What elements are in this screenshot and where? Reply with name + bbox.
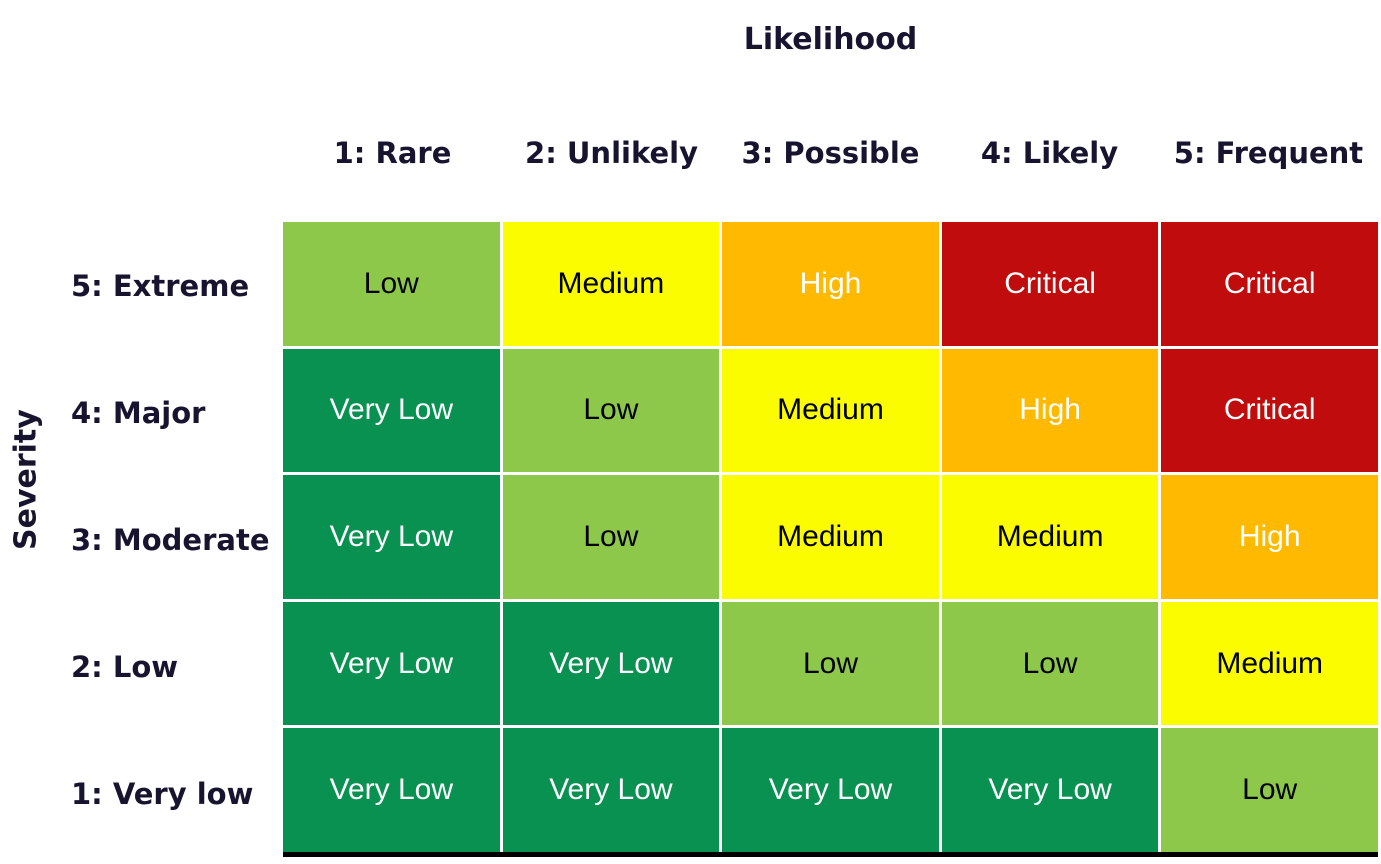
severity-axis-title: Severity [8,409,44,551]
risk-matrix-grid: Low Medium High Critical Critical Very Low Low… [283,222,1378,857]
matrix-cell-r4-c2: Very Low [502,601,720,726]
row-label-2: 4: Major [71,395,206,430]
matrix-cell-r3-c4: Medium [941,475,1159,599]
matrix-cell-r1-c5: Critical [1161,222,1378,346]
matrix-cell-r5-c1: Very Low [283,728,500,852]
row-label-5: 1: Very low [71,776,254,811]
row-label-4: 2: Low [71,649,179,684]
matrix-cell-r2-c1: Very Low [283,348,500,473]
matrix-cell-r5-c2: Very Low [502,728,720,852]
matrix-cell-r1-c1: Low [283,222,500,346]
row-label-3: 3: Moderate [71,522,270,557]
matrix-cell-r2-c2: Low [502,348,720,473]
column-header-2: 2: Unlikely [525,136,698,170]
likelihood-column-headers: 1: Rare 2: Unlikely 3: Possible 4: Likely 5:… [283,136,1378,170]
matrix-cell-r5-c5: Low [1161,728,1378,852]
matrix-cell-r4-c5: Medium [1161,601,1378,726]
matrix-cell-r3-c1: Very Low [283,475,500,599]
matrix-cell-r2-c3: Medium [722,348,939,473]
matrix-cell-r1-c3: High [722,222,939,346]
matrix-cell-r4-c3: Low [722,601,939,726]
matrix-cell-r1-c2: Medium [502,222,720,346]
matrix-cell-r3-c3: Medium [722,475,939,599]
matrix-cell-r3-c2: Low [502,475,720,599]
matrix-cell-r4-c1: Very Low [283,601,500,726]
matrix-cell-r1-c4: Critical [941,222,1159,346]
column-header-1: 1: Rare [333,136,452,170]
column-header-5: 5: Frequent [1173,136,1364,170]
matrix-cell-r2-c5: Critical [1161,348,1378,473]
column-header-3: 3: Possible [741,136,920,170]
row-label-1: 5: Extreme [71,268,250,303]
severity-row-labels: 5: Extreme 4: Major 3: Moderate 2: Low 1: Ve… [71,222,276,857]
likelihood-axis-title: Likelihood [743,22,918,57]
matrix-cell-r5-c4: Very Low [941,728,1159,852]
column-header-4: 4: Likely [980,136,1119,170]
matrix-cell-r2-c4: High [941,348,1159,473]
matrix-cell-r3-c5: High [1161,475,1378,599]
matrix-cell-r4-c4: Low [941,601,1159,726]
matrix-cell-r5-c3: Very Low [722,728,939,852]
